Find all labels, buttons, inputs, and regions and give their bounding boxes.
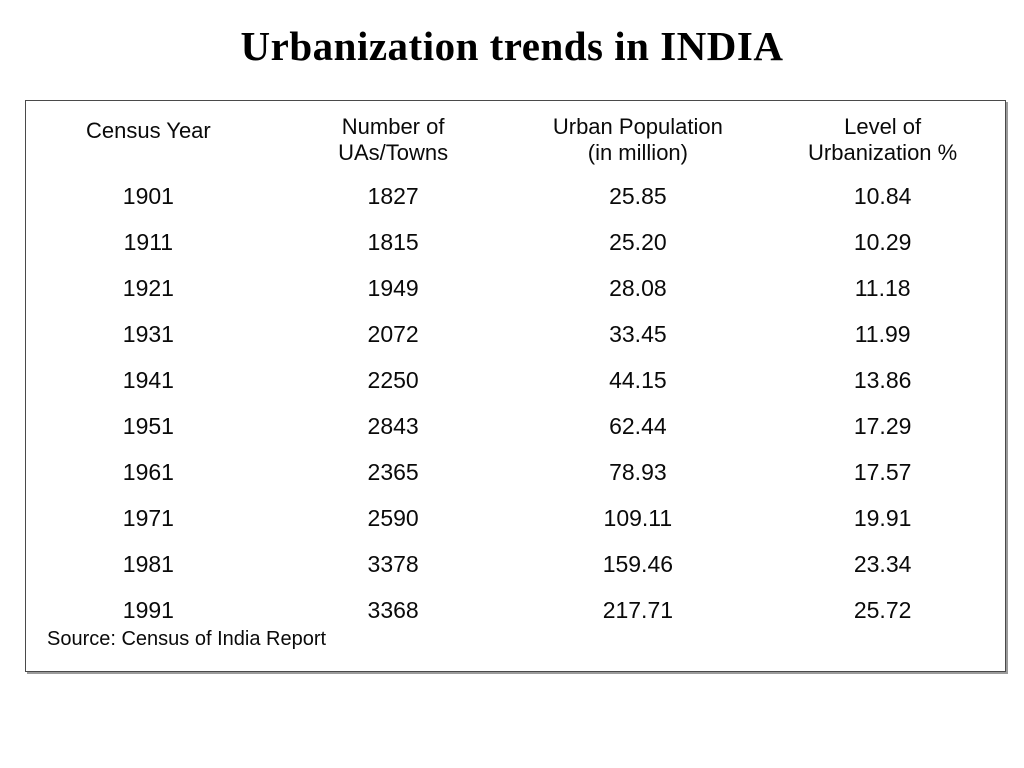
table-cell: 1981 bbox=[122, 550, 174, 577]
table-cell: 17.57 bbox=[853, 458, 912, 485]
table-body: 1901 1827 25.85 10.84 1911 1815 25.20 10.29 1921… bbox=[26, 173, 1005, 633]
table-cell: 1991 bbox=[122, 596, 174, 623]
table-header-row: Census Year Number of UAs/Towns Urban Po… bbox=[26, 101, 1005, 173]
table-cell: 1951 bbox=[122, 412, 174, 439]
table-cell: 1911 bbox=[123, 228, 174, 255]
table-cell: 1921 bbox=[122, 274, 174, 301]
table-cell: 10.29 bbox=[853, 228, 912, 255]
table-cell: 217.71 bbox=[602, 596, 674, 623]
table-row: 1941 2250 44.15 13.86 bbox=[26, 357, 1005, 403]
table-cell: 1961 bbox=[122, 458, 174, 485]
table-cell: 2072 bbox=[367, 320, 419, 347]
column-header-census-year: Census Year bbox=[85, 118, 211, 143]
column-header-uas-towns: Number of UAs/Towns bbox=[338, 114, 449, 165]
table-cell: 25.72 bbox=[853, 596, 912, 623]
column-header-urban-population: Urban Population (in million) bbox=[552, 114, 723, 165]
table-row: 1951 2843 62.44 17.29 bbox=[26, 403, 1005, 449]
table-cell: 28.08 bbox=[609, 274, 667, 301]
table-cell: 2590 bbox=[367, 504, 419, 531]
table-cell: 13.86 bbox=[853, 366, 912, 393]
table-cell: 1931 bbox=[122, 320, 174, 347]
table-cell: 2843 bbox=[367, 412, 419, 439]
table-cell: 2250 bbox=[367, 366, 419, 393]
column-header-urbanization-level: Level of Urbanization % bbox=[808, 114, 958, 165]
table-cell: 3378 bbox=[367, 550, 419, 577]
table-cell: 1941 bbox=[122, 366, 174, 393]
table-cell: 1949 bbox=[367, 274, 419, 301]
table-cell: 1815 bbox=[367, 228, 419, 255]
table-cell: 78.93 bbox=[609, 458, 667, 485]
table-cell: 17.29 bbox=[853, 412, 912, 439]
table-row: 1931 2072 33.45 11.99 bbox=[26, 311, 1005, 357]
table-row: 1961 2365 78.93 17.57 bbox=[26, 449, 1005, 495]
table-cell: 11.99 bbox=[854, 320, 911, 347]
table-cell: 44.15 bbox=[609, 366, 667, 393]
table-cell: 1827 bbox=[367, 182, 419, 209]
table-row: 1921 1949 28.08 11.18 bbox=[26, 265, 1005, 311]
table-cell: 25.20 bbox=[609, 228, 667, 255]
data-table-container: Census Year Number of UAs/Towns Urban Po… bbox=[25, 100, 1006, 672]
table-cell: 62.44 bbox=[609, 412, 667, 439]
table-cell: 10.84 bbox=[853, 182, 912, 209]
table-cell: 33.45 bbox=[609, 320, 667, 347]
table-row: 1911 1815 25.20 10.29 bbox=[26, 219, 1005, 265]
table-header: Census Year Number of UAs/Towns Urban Po… bbox=[26, 101, 1005, 173]
table-cell: 11.18 bbox=[854, 274, 911, 301]
table-cell: 25.85 bbox=[609, 182, 667, 209]
table-cell: 159.46 bbox=[602, 550, 674, 577]
table-cell: 109.11 bbox=[603, 504, 673, 531]
table-row: 1971 2590 109.11 19.91 bbox=[26, 495, 1005, 541]
source-note: Source: Census of India Report bbox=[47, 628, 327, 650]
page-title: Urbanization trends in INDIA bbox=[240, 23, 784, 69]
table-cell: 1901 bbox=[122, 182, 174, 209]
table-cell: 1971 bbox=[122, 504, 174, 531]
table-row: 1981 3378 159.46 23.34 bbox=[26, 541, 1005, 587]
table-cell: 23.34 bbox=[853, 550, 912, 577]
urbanization-table: Census Year Number of UAs/Towns Urban Po… bbox=[26, 101, 1005, 633]
table-cell: 3368 bbox=[367, 596, 419, 623]
table-cell: 2365 bbox=[367, 458, 419, 485]
table-row: 1991 3368 217.71 25.72 bbox=[26, 587, 1005, 633]
table-cell: 19.91 bbox=[853, 504, 912, 531]
table-row: 1901 1827 25.85 10.84 bbox=[26, 173, 1005, 219]
